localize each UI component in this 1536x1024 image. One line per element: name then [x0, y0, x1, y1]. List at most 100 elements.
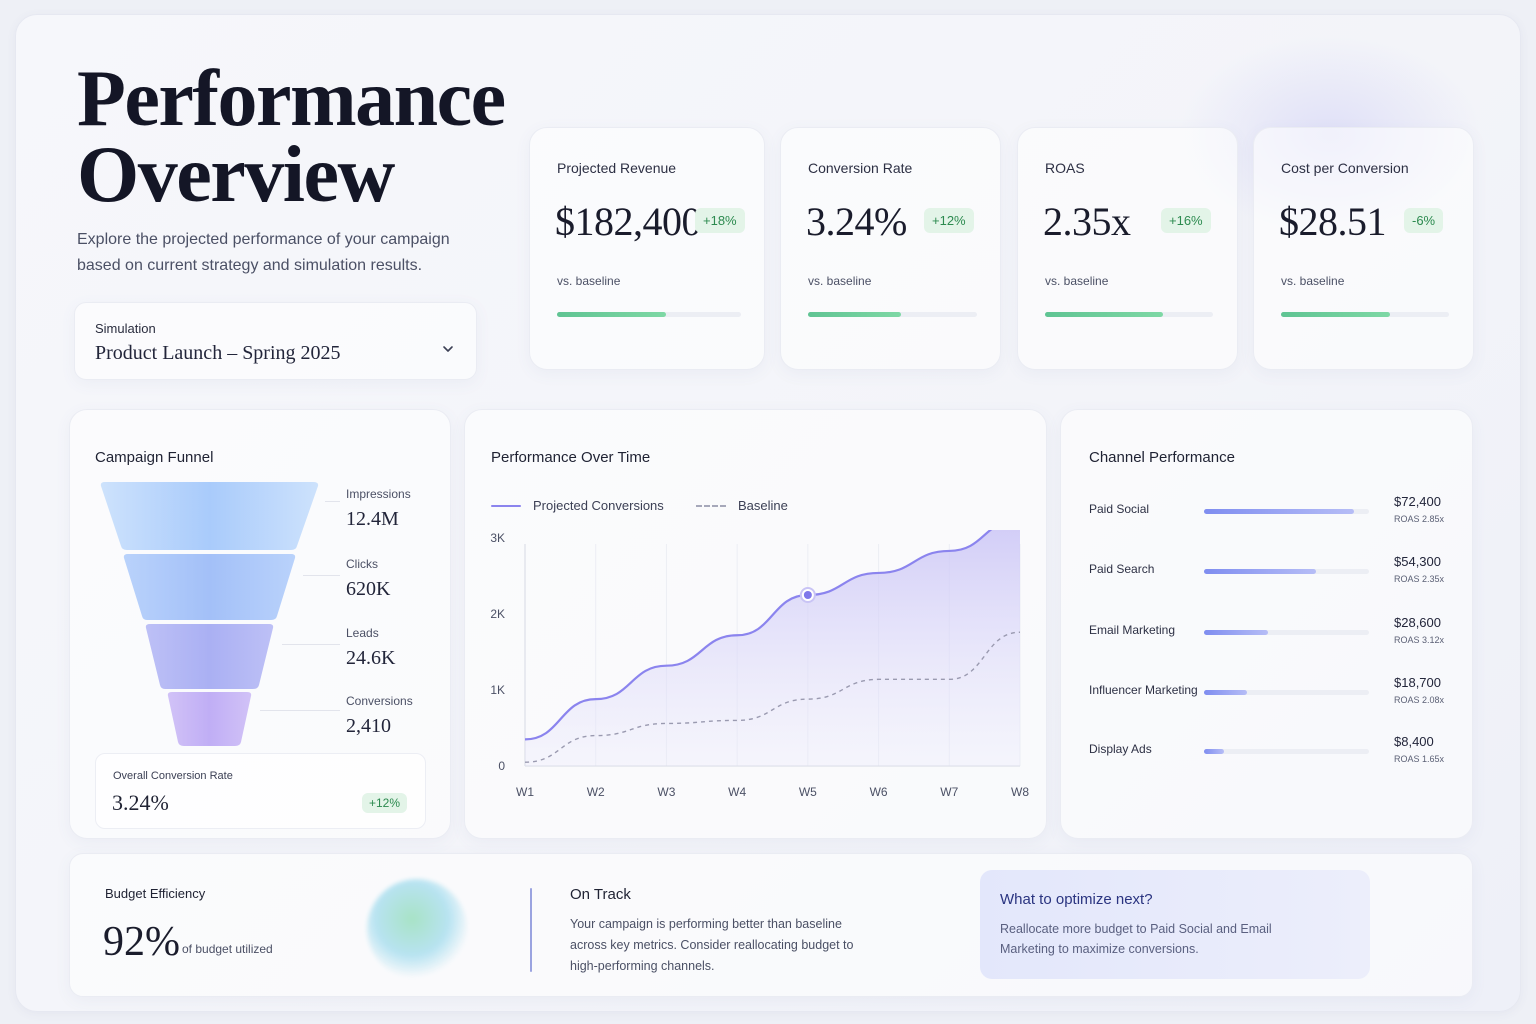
projected-line: [524, 530, 993, 741]
funnel-stage-leads: [145, 624, 274, 689]
kpi-progress-track: [1045, 312, 1213, 317]
channel-amount: $18,700: [1394, 675, 1441, 690]
channel-amount: $28,600: [1394, 615, 1441, 630]
kpi-label: ROAS: [1045, 160, 1085, 176]
channel-bar-track: [1204, 569, 1369, 574]
funnel-value-impressions: 12.4M: [346, 508, 399, 530]
kpi-label: Conversion Rate: [808, 160, 913, 176]
page-title-line-2: Overview: [77, 131, 395, 219]
channel-amount: $8,400: [1394, 734, 1434, 749]
channel-bar-fill: [1204, 690, 1247, 695]
funnel-label-clicks: Clicks: [346, 557, 378, 571]
legend-projected: Projected Conversions: [491, 498, 664, 513]
y-tick-label: 0: [498, 759, 505, 773]
performance-over-time-card: Performance Over Time Projected Conversi…: [464, 409, 1047, 839]
performance-title: Performance Over Time: [491, 449, 651, 466]
y-tick-label: 2K: [490, 607, 505, 621]
funnel-connector: [325, 501, 340, 502]
channel-bar-fill: [1204, 749, 1224, 754]
legend-projected-label: Projected Conversions: [533, 498, 664, 513]
channel-roas: ROAS 3.12x: [1394, 635, 1445, 645]
channel-bar-track: [1204, 749, 1369, 754]
channel-name: Paid Social: [1089, 502, 1150, 516]
channel-title: Channel Performance: [1089, 449, 1235, 466]
channel-bar-fill: [1204, 569, 1316, 574]
kpi-progress-track: [1281, 312, 1449, 317]
kpi-progress-fill: [1045, 312, 1163, 317]
x-tick-label: W4: [728, 785, 746, 799]
funnel-stage-impressions: [100, 482, 319, 550]
kpi-progress-fill: [808, 312, 901, 317]
efficiency-orb: [367, 879, 467, 979]
x-tick-label: W7: [940, 785, 958, 799]
kpi-card-cost-per-conversion: Cost per Conversion $28.51 -6% vs. basel…: [1253, 127, 1474, 370]
legend-projected-swatch: [491, 504, 521, 507]
channel-name: Email Marketing: [1089, 623, 1176, 637]
channel-roas: ROAS 1.65x: [1394, 754, 1445, 764]
kpi-progress-fill: [557, 312, 666, 317]
channel-amount: $54,300: [1394, 554, 1441, 569]
channel-bar-track: [1204, 630, 1369, 635]
kpi-value: 2.35x: [1043, 199, 1131, 244]
overall-conversion-badge: +12%: [362, 793, 408, 813]
kpi-progress-track: [808, 312, 977, 317]
funnel-connector: [303, 575, 340, 576]
simulation-select[interactable]: Simulation Product Launch – Spring 2025: [74, 302, 477, 380]
funnel-label-leads: Leads: [346, 626, 379, 640]
funnel-connector: [260, 710, 340, 711]
funnel-stage-clicks: [123, 554, 296, 620]
channel-row: Paid Social $72,400 ROAS 2.85x: [1061, 410, 1474, 524]
kpi-change-badge: -6%: [1404, 208, 1444, 233]
overall-conversion-value: 3.24%: [112, 790, 169, 815]
budget-sub: of budget utilized: [182, 942, 273, 956]
funnel-title: Campaign Funnel: [95, 449, 214, 466]
page-title-line-1: Performance: [77, 55, 506, 143]
y-tick-label: 3K: [490, 531, 505, 545]
channel-row: Paid Search $54,300 ROAS 2.35x: [1061, 410, 1474, 584]
page-title: Performance Overview: [77, 55, 506, 219]
x-tick-label: W2: [587, 785, 605, 799]
channel-bar-track: [1204, 690, 1369, 695]
x-tick-label: W8: [1011, 785, 1029, 799]
channel-row: Influencer Marketing $18,700 ROAS 2.08x: [1061, 410, 1474, 705]
optimize-title: What to optimize next?: [1000, 891, 1153, 908]
status-divider: [530, 888, 532, 972]
page-subtitle: Explore the projected performance of you…: [77, 231, 450, 274]
channel-name: Influencer Marketing: [1089, 683, 1198, 697]
budget-title: Budget Efficiency: [105, 886, 206, 901]
chevron-down-icon[interactable]: [442, 343, 454, 355]
performance-chart: 0 1K 2K 3K W1 W2 W3 W4 W5 W6 W7 W8: [490, 530, 1029, 799]
channel-row: Display Ads $8,400 ROAS 1.65x: [1061, 410, 1474, 764]
y-tick-label: 1K: [490, 683, 505, 697]
kpi-progress-fill: [1281, 312, 1391, 317]
channel-roas: ROAS 2.08x: [1394, 695, 1445, 705]
funnel-stage-conversions: [167, 692, 252, 746]
channel-amount: $72,400: [1394, 494, 1441, 509]
channel-name: Paid Search: [1089, 562, 1155, 576]
kpi-card-conversion-rate: Conversion Rate 3.24% +12% vs. baseline: [780, 127, 1001, 370]
kpi-comparison: vs. baseline: [1281, 274, 1345, 288]
kpi-card-roas: ROAS 2.35x +16% vs. baseline: [1017, 127, 1238, 370]
kpi-comparison: vs. baseline: [808, 274, 872, 288]
x-tick-label: W5: [799, 785, 817, 799]
budget-value: 92%: [103, 919, 180, 965]
channel-name: Display Ads: [1089, 742, 1152, 756]
dashboard-frame: Performance Overview Explore the project…: [15, 14, 1521, 1012]
x-tick-label: W1: [516, 785, 534, 799]
legend-baseline-swatch: [696, 504, 726, 507]
projected-area: [525, 530, 1020, 766]
simulation-label: Simulation: [95, 321, 156, 336]
overall-conversion-label: Overall Conversion Rate: [113, 770, 233, 782]
kpi-comparison: vs. baseline: [557, 274, 621, 288]
channel-roas: ROAS 2.85x: [1394, 514, 1445, 524]
funnel-connector: [282, 644, 340, 645]
kpi-label: Cost per Conversion: [1281, 160, 1409, 176]
channel-row: Email Marketing $28,600 ROAS 3.12x: [1061, 410, 1474, 645]
funnel-value-leads: 24.6K: [346, 647, 396, 669]
funnel-value-clicks: 620K: [346, 578, 391, 600]
funnel-label-impressions: Impressions: [346, 487, 411, 501]
simulation-value: Product Launch – Spring 2025: [95, 342, 341, 364]
kpi-progress-track: [557, 312, 741, 317]
optimize-callout[interactable]: What to optimize next? Reallocate more b…: [980, 870, 1370, 979]
budget-efficiency-card: Budget Efficiency 92% of budget utilized…: [69, 853, 1473, 997]
